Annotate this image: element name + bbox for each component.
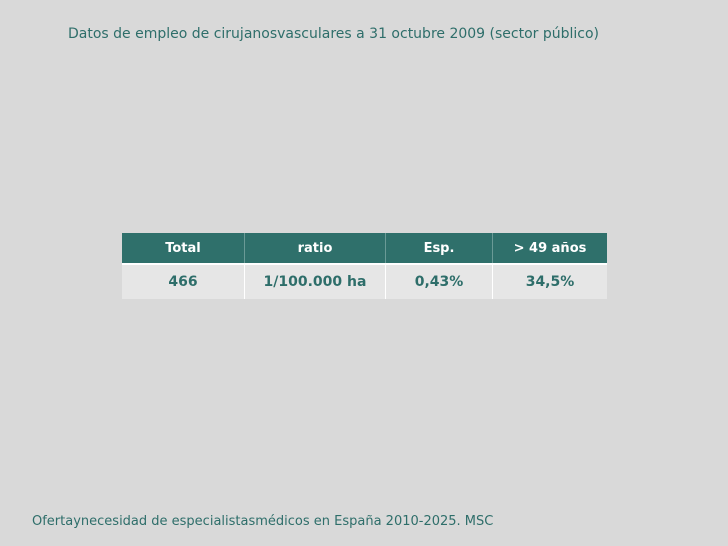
title: Datos de empleo de cirujanosvasculares a… bbox=[68, 26, 600, 42]
header-cell: ratio bbox=[244, 233, 386, 264]
cell: 34,5% bbox=[492, 263, 607, 299]
data-row: 466 1/100.000 ha 0,43% 34,5% bbox=[122, 263, 607, 299]
header-cell: Esp. bbox=[385, 233, 493, 264]
data-table: Total ratio Esp. > 49 años 466 1/100.000… bbox=[122, 233, 607, 299]
cell: 466 bbox=[122, 263, 245, 299]
header-cell: > 49 años bbox=[492, 233, 607, 264]
cell: 1/100.000 ha bbox=[244, 263, 386, 299]
header-cell: Total bbox=[122, 233, 245, 264]
header-row: Total ratio Esp. > 49 años bbox=[122, 233, 607, 264]
cell: 0,43% bbox=[385, 263, 493, 299]
source-note: Ofertaynecesidad de especialistasmédicos… bbox=[32, 514, 494, 529]
